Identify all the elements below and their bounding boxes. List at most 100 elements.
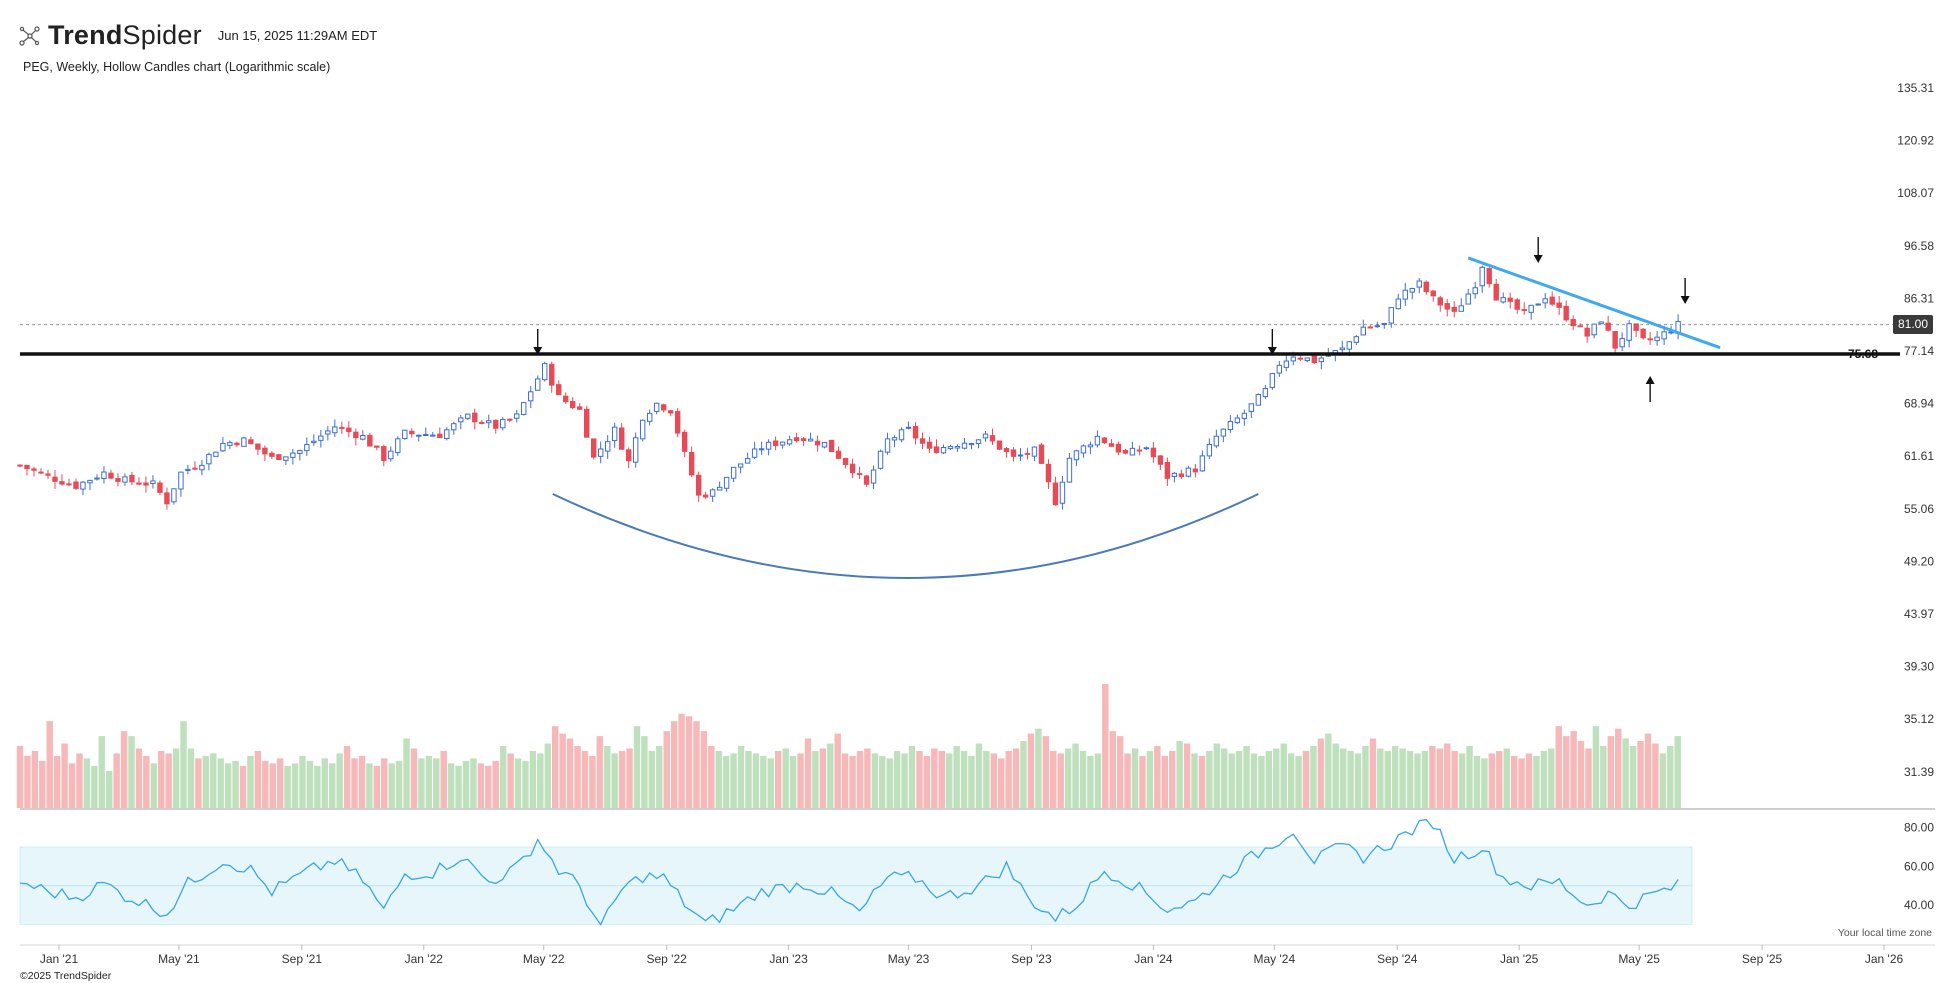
time-axis: Jan '21 May '21 Sep '21 Jan '22 May '22 Sep '… <box>20 944 1935 966</box>
price-tick-label: 86.31 <box>1904 291 1934 305</box>
candle <box>1024 447 1031 460</box>
volume-bar <box>262 760 269 808</box>
candle-body <box>1486 268 1492 285</box>
volume-bar <box>834 733 841 808</box>
candle <box>276 454 282 461</box>
candle <box>38 468 44 475</box>
candle <box>919 432 926 450</box>
volume-bar <box>1228 753 1235 808</box>
candle <box>625 447 632 469</box>
candle-body <box>1542 298 1548 304</box>
candle-body <box>618 427 625 450</box>
volume-bar <box>931 748 938 808</box>
candle-body <box>730 466 737 479</box>
volume-bar <box>871 753 879 808</box>
candle <box>1199 450 1206 472</box>
candle-body <box>339 426 345 429</box>
candle <box>472 408 478 430</box>
volume-bar <box>1161 755 1168 808</box>
arrow-head <box>1533 255 1543 263</box>
volume-bar <box>1020 741 1027 808</box>
time-tick-label: May '21 <box>158 952 200 966</box>
candle <box>709 488 716 502</box>
volume-bar <box>1458 753 1466 808</box>
candle-body <box>528 391 534 402</box>
candle-body <box>360 435 366 440</box>
volume-bar <box>135 748 143 808</box>
candle <box>486 414 492 429</box>
candle <box>1206 438 1213 460</box>
candle-body <box>877 450 884 469</box>
candle-body <box>590 438 597 458</box>
candle <box>157 480 163 496</box>
candle <box>59 474 65 486</box>
volume-bar <box>1280 743 1287 808</box>
candle-body <box>1045 463 1052 483</box>
candle-body <box>821 442 828 448</box>
candle <box>1185 465 1192 478</box>
candle-body <box>772 440 779 447</box>
candle <box>507 418 513 423</box>
volume-bar <box>775 750 782 808</box>
candle <box>1479 265 1485 293</box>
candle-body <box>1304 357 1311 362</box>
candle <box>360 430 366 441</box>
volume-bar <box>1005 750 1012 808</box>
volume-bar <box>730 753 737 808</box>
volume-bar <box>1629 746 1637 808</box>
candle <box>1395 293 1401 310</box>
rsi-pane: 80.00 60.00 40.00 <box>19 818 1934 926</box>
candle-body <box>486 420 492 424</box>
candle <box>129 471 135 486</box>
volume-bar <box>923 755 931 808</box>
volume-bar <box>1221 748 1228 808</box>
volume-bar <box>1094 753 1102 808</box>
candle <box>1017 448 1024 461</box>
candle-body <box>283 456 289 461</box>
candle-body <box>1031 446 1038 457</box>
candle-body <box>262 447 268 455</box>
candle <box>821 442 828 449</box>
volume-bar <box>1012 748 1020 808</box>
candle <box>597 441 604 464</box>
candle <box>542 361 548 382</box>
time-tick-label: Sep '25 <box>1742 952 1783 966</box>
volume-bar <box>1555 726 1562 808</box>
volume-bar <box>1667 746 1674 808</box>
volume-bar <box>1131 748 1139 808</box>
candle-body <box>1563 305 1569 321</box>
volume-bar <box>210 753 217 808</box>
candle-body <box>1360 326 1366 336</box>
candle <box>1409 287 1415 300</box>
candle <box>898 427 905 443</box>
volume-bar <box>604 746 611 808</box>
volume-bar <box>1562 736 1570 808</box>
candle-body <box>388 450 394 460</box>
volume-bar <box>648 750 656 808</box>
candle-body <box>884 438 891 453</box>
candle <box>94 474 100 481</box>
candle <box>528 385 534 409</box>
time-tick-label: Jan '22 <box>405 952 444 966</box>
candle <box>1402 282 1408 306</box>
volume-bar <box>128 736 135 808</box>
volume-bar <box>1191 753 1198 808</box>
volume-bar <box>477 763 485 808</box>
candle <box>1003 447 1010 458</box>
volume-bar <box>1347 750 1354 808</box>
candle <box>577 403 583 410</box>
candle-body <box>1136 449 1143 452</box>
candle <box>744 452 751 464</box>
candle <box>1458 298 1464 312</box>
candle-body <box>164 492 170 505</box>
candle-body <box>556 384 562 396</box>
volume-bar <box>239 765 247 808</box>
volume-bar <box>336 753 343 808</box>
candle-body <box>220 442 226 452</box>
candle <box>611 422 618 448</box>
candle <box>1493 278 1499 301</box>
volume-bar <box>819 748 827 808</box>
volume-bar <box>1510 755 1518 808</box>
volume-bar <box>1369 738 1377 808</box>
